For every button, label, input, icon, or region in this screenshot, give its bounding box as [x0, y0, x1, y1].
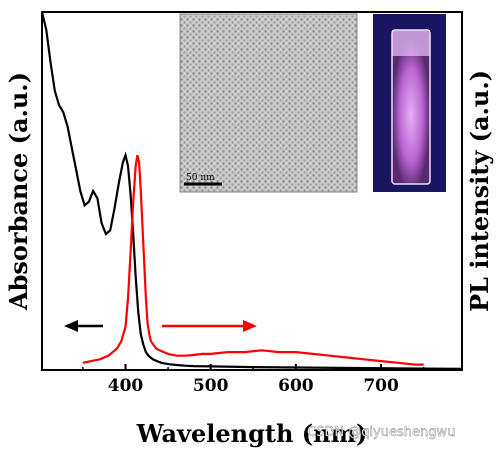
x-tick-label: 500: [193, 376, 229, 396]
x-tick-label: 400: [108, 376, 144, 396]
absorbance-series-line: [40, 11, 463, 370]
y-axis-right-title: PL intensity (a.u.): [465, 70, 494, 312]
plot-frame: [41, 11, 463, 371]
cuvette-photo-inset: [373, 14, 446, 192]
y-axis-left-title: Absorbance (a.u.): [4, 72, 33, 311]
scalebar-label: 50 nm: [186, 173, 215, 183]
watermark: CSDN @qiyueshengwu: [307, 425, 455, 440]
tem-inset-image: 50 nm: [179, 13, 358, 193]
x-axis-ticks: 400 500 600 700: [82, 364, 425, 396]
x-tick-label: 700: [363, 376, 399, 396]
left-arrow-absorbance: [64, 320, 103, 332]
x-axis-title: Wavelength (nm): [136, 419, 368, 448]
pl-series-line: [82, 154, 424, 366]
right-arrow-pl: [162, 320, 257, 332]
x-tick-label: 600: [278, 376, 314, 396]
